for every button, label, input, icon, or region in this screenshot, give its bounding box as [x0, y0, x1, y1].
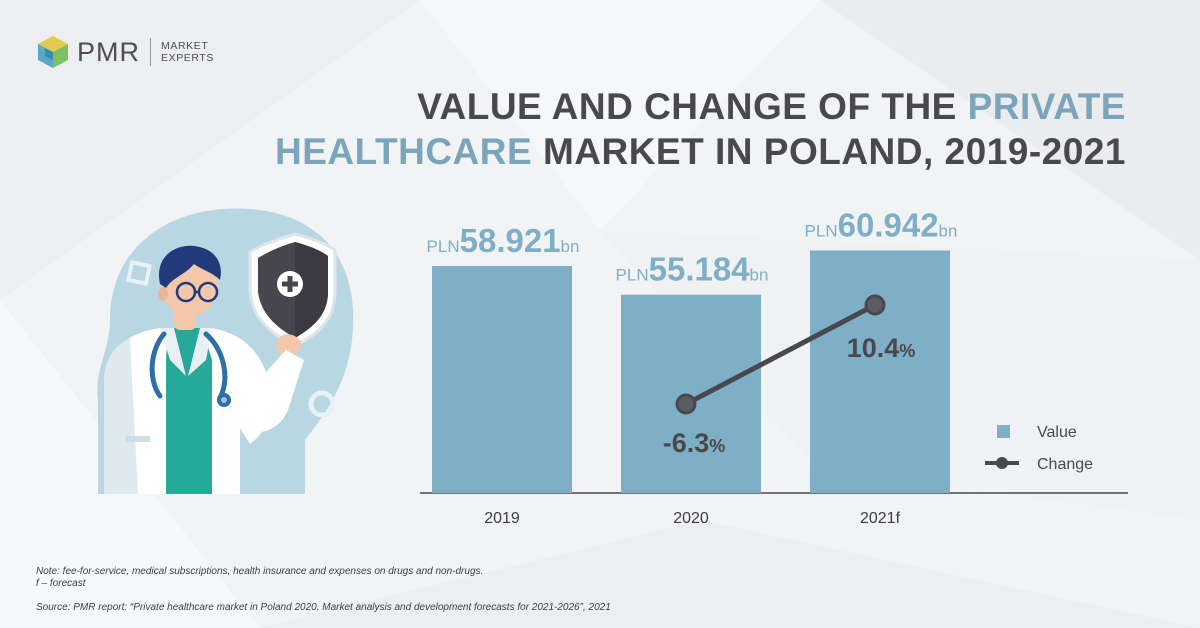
- bar-2021f: [810, 250, 950, 493]
- brand-tagline: MARKET EXPERTS: [161, 40, 214, 64]
- bar-2019: [432, 266, 572, 493]
- legend: Value Change: [985, 424, 1093, 473]
- doctor-illustration: [97, 208, 354, 494]
- value-suffix: bn: [939, 221, 958, 240]
- legend-value-swatch: [997, 425, 1010, 438]
- change-value-label: 10.4%: [847, 333, 916, 363]
- x-tick-label: 2019: [484, 510, 520, 527]
- value-prefix: PLN: [805, 221, 838, 240]
- title-highlight-2: HEALTHCARE: [275, 131, 533, 172]
- shield-icon: [248, 232, 337, 348]
- value-prefix: PLN: [616, 266, 649, 285]
- note-line-2: f – forecast: [36, 578, 86, 589]
- brand-name: PMR: [77, 36, 140, 67]
- bar-2020: [621, 294, 761, 493]
- x-tick-label: 2021f: [860, 510, 901, 527]
- value-suffix: bn: [561, 237, 580, 256]
- title-part-2: MARKET IN POLAND, 2019-2021: [532, 131, 1126, 172]
- change-number: -6.3: [663, 428, 710, 458]
- change-suffix: %: [709, 436, 725, 456]
- value-number: 58.921: [460, 222, 561, 259]
- title-highlight-1: PRIVATE: [967, 86, 1126, 127]
- change-number: 10.4: [847, 333, 900, 363]
- change-line: [684, 302, 877, 407]
- chart-source: Source: PMR report: “Private healthcare …: [36, 602, 611, 613]
- bar-value-label: PLN58.921bn: [427, 222, 580, 259]
- legend-change-label: Change: [1037, 456, 1093, 473]
- x-tick-label: 2020: [673, 510, 709, 527]
- tagline-line-1: MARKET: [161, 40, 209, 52]
- chart-notes: Note: fee-for-service, medical subscript…: [36, 566, 483, 590]
- value-number: 60.942: [838, 206, 939, 243]
- note-line-1: Note: fee-for-service, medical subscript…: [36, 566, 484, 577]
- change-point: [675, 393, 697, 415]
- legend-value-label: Value: [1037, 424, 1077, 441]
- title-part-1: VALUE AND CHANGE OF THE: [417, 86, 968, 127]
- chart-title: VALUE AND CHANGE OF THE PRIVATE HEALTHCA…: [275, 84, 1126, 174]
- value-suffix: bn: [750, 266, 769, 285]
- change-point: [864, 294, 886, 316]
- pmr-logo: PMR MARKET EXPERTS: [36, 34, 214, 70]
- value-prefix: PLN: [427, 237, 460, 256]
- value-number: 55.184: [649, 251, 751, 288]
- logo-divider: [150, 38, 151, 66]
- legend-change-marker: [996, 457, 1008, 469]
- tagline-line-2: EXPERTS: [161, 52, 215, 64]
- change-suffix: %: [899, 341, 915, 361]
- cube-logo-icon: [38, 36, 68, 68]
- change-value-label: -6.3%: [663, 428, 726, 458]
- bar-value-label: PLN55.184bn: [616, 251, 769, 288]
- bar-value-label: PLN60.942bn: [805, 206, 958, 243]
